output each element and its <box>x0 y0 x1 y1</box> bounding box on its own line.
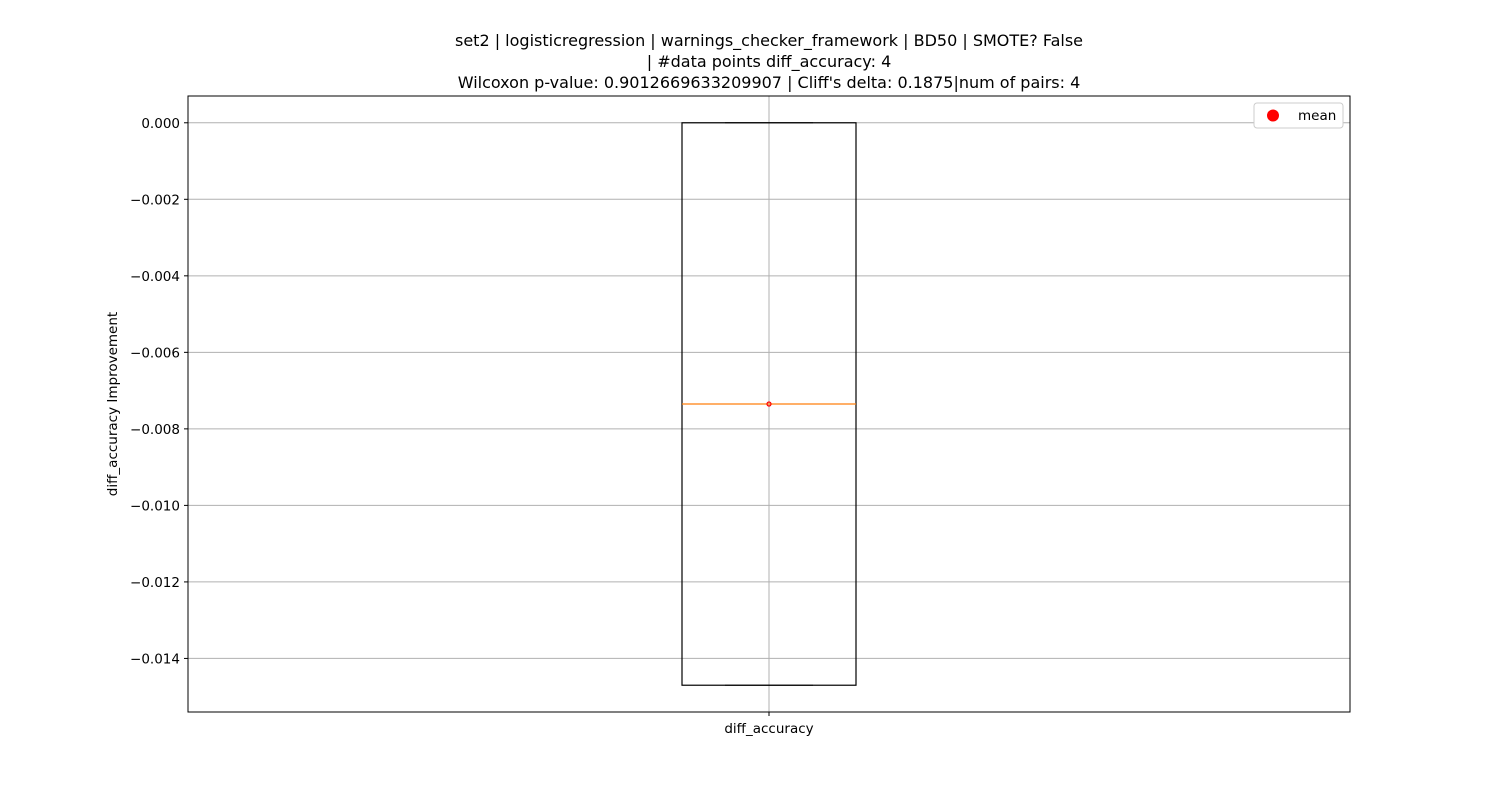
legend-mean-marker <box>1267 109 1279 122</box>
mean-marker <box>766 401 772 407</box>
chart-title-line-3: Wilcoxon p-value: 0.9012669633209907 | C… <box>458 73 1081 92</box>
grid-layer <box>188 96 1350 712</box>
box-layer <box>681 122 857 686</box>
y-tick-label: −0.004 <box>130 269 180 285</box>
y-axis-ticks: 0.000 −0.002 −0.004 −0.006 −0.008 −0.010 −0.01… <box>130 116 188 667</box>
legend-frame <box>1253 102 1344 129</box>
y-tick-label: −0.008 <box>130 422 180 438</box>
y-tick-label: −0.014 <box>130 651 180 667</box>
x-axis-ticks: diff_accuracy <box>724 712 814 737</box>
chart-title-line-1: set2 | logisticregression | warnings_che… <box>455 31 1083 51</box>
y-tick-label: 0.000 <box>141 116 180 132</box>
y-axis-label: diff_accuracy Improvement <box>105 312 121 496</box>
x-tick-label: diff_accuracy <box>724 721 813 737</box>
y-tick-label: −0.002 <box>130 192 180 208</box>
legend-mean-label: mean <box>1298 108 1336 124</box>
chart-title-line-2: | #data points diff_accuracy: 4 <box>647 52 892 72</box>
y-tick-label: −0.012 <box>130 575 180 591</box>
legend: mean <box>1253 102 1344 129</box>
y-tick-label: −0.010 <box>130 498 180 514</box>
y-tick-label: −0.006 <box>130 345 180 361</box>
